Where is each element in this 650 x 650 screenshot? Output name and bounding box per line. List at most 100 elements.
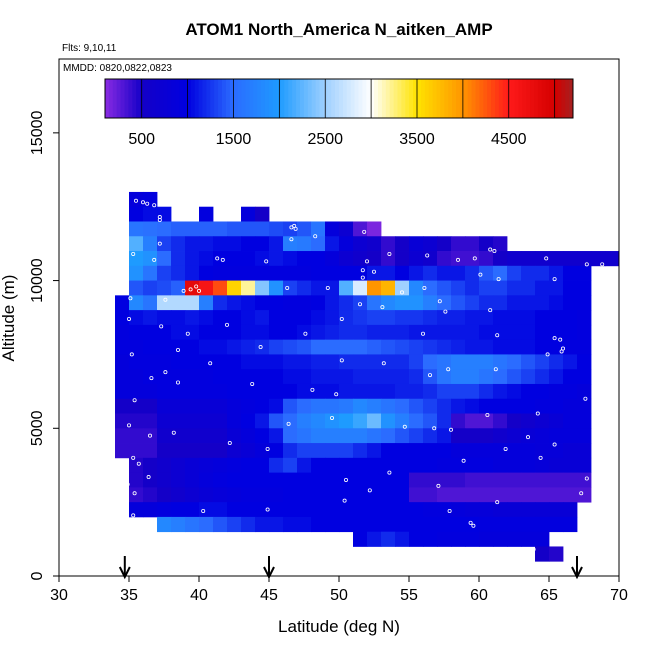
heatmap-cell [269,428,284,444]
colorbar-swatch [417,79,422,118]
heatmap-cell [213,295,228,311]
heatmap-cell [269,339,284,355]
heatmap-cell [353,369,368,385]
heatmap-cell [381,531,396,547]
heatmap-cell [451,383,466,400]
heatmap-cell [269,487,284,503]
heatmap-cell [185,428,200,444]
heatmap-cell [297,487,312,503]
heatmap-cell [213,428,228,444]
heatmap-cell [409,472,424,488]
heatmap-cell [395,265,410,281]
heatmap-cell [521,295,536,311]
heatmap-cell [353,413,368,429]
heatmap-cell [451,443,466,459]
heatmap-cell [143,236,158,252]
heatmap-cell [227,339,242,355]
heatmap-cell [521,413,536,429]
heatmap-cell [437,280,452,296]
heatmap-cell [493,428,508,444]
heatmap-cell [297,221,312,237]
heatmap-cell [171,383,186,400]
heatmap-cell [493,383,508,400]
heatmap-cell [129,413,144,429]
colorbar-swatch [233,79,239,118]
colorbar-swatch [541,79,547,118]
heatmap-cell [549,369,564,385]
heatmap-cell [479,531,494,547]
colorbar-swatch [272,79,278,118]
heatmap-cell [423,251,438,267]
heatmap-cell [493,251,508,267]
heatmap-cell [409,531,424,547]
heatmap-cell [311,265,326,281]
heatmap-cell [353,324,368,341]
heatmap-cell [269,221,284,237]
heatmap-cell [325,443,340,459]
heatmap-cell [381,339,396,355]
flight-point [157,241,162,246]
colorbar-swatch [280,79,285,118]
heatmap-cell [241,502,256,518]
heatmap-cell [479,383,494,400]
heatmap-cell [143,295,158,311]
heatmap-cell [423,383,438,400]
flight-point [488,308,493,313]
colorbar-swatch [389,79,395,118]
heatmap-cell [479,339,494,355]
heatmap-cell [395,398,410,414]
flight-point [485,412,490,417]
heatmap-cell [395,310,410,326]
colorbar-swatch [257,79,262,118]
heatmap-cell [381,369,396,385]
heatmap-cell [241,516,256,533]
heatmap-cell [143,324,158,341]
colorbar-swatch [214,79,219,118]
flight-point [495,333,500,338]
heatmap-cell [129,295,144,311]
heatmap-cell [185,280,200,296]
x-tick-label: 35 [120,587,138,604]
flight-point [310,387,315,392]
heatmap-cell [269,251,284,267]
heatmap-cell [451,236,466,252]
heatmap-cell [297,295,312,311]
heatmap-cell [157,280,172,296]
heatmap-cell [339,398,354,414]
colorbar-swatch [315,79,320,118]
colorbar-swatch [440,79,445,118]
colorbar-swatch [405,79,410,118]
heatmap-cell [395,531,410,547]
heatmap-cell [381,310,396,326]
heatmap-cell [255,265,270,281]
colorbar-swatch [167,79,172,118]
heatmap-cell [381,516,396,533]
heatmap-cell [129,206,144,222]
heatmap-cell [409,236,424,252]
heatmap-cell [199,472,214,488]
heatmap-cell [367,310,382,326]
colorbar-swatch [307,79,313,118]
heatmap-cell [129,324,144,341]
colorbar-swatch [518,79,523,118]
heatmap-cell [199,354,214,370]
heatmap-cell [255,236,270,252]
heatmap-cell [283,516,298,533]
colorbar-swatch [413,79,418,118]
heatmap-cell [465,354,480,370]
heatmap-cell [479,457,494,473]
flight-point [329,415,334,420]
heatmap-cell [311,236,326,252]
heatmap-cell [129,339,144,355]
heatmap-cell [549,546,564,562]
heatmap-cell [157,324,172,341]
heatmap-cell [451,339,466,355]
colorbar-swatch [432,79,437,118]
heatmap-cell [171,310,186,326]
heatmap-cell [185,516,200,533]
flight-point [342,498,347,503]
heatmap-cell [297,310,312,326]
heatmap-cell [213,236,228,252]
colorbar-tick-label: 2500 [307,131,343,148]
flight-point [446,367,451,372]
